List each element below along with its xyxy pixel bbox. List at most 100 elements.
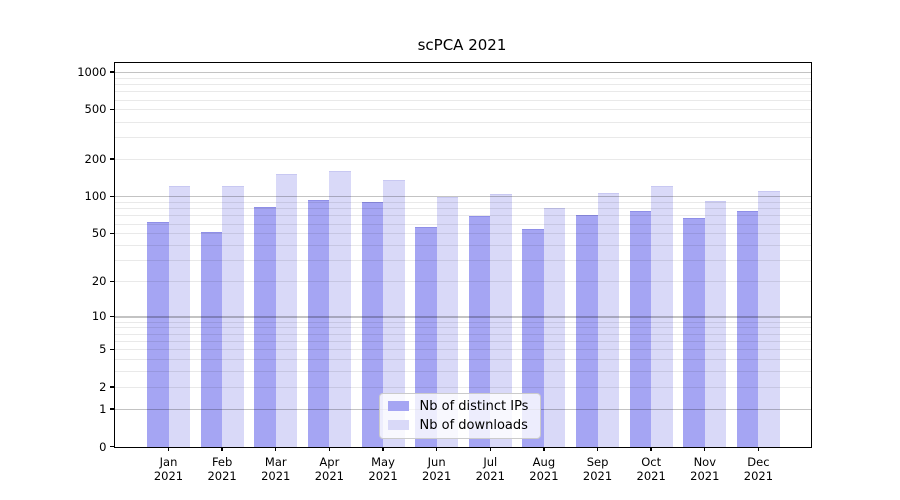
x-axis-tick	[328, 446, 331, 451]
gridline-minor	[114, 340, 811, 342]
gridline-minor	[114, 333, 811, 335]
x-axis-tick	[757, 446, 760, 451]
y-tick-label: 50	[91, 226, 107, 241]
x-axis-tick	[221, 446, 223, 451]
x-axis-tick	[382, 446, 384, 451]
bar-distinct-ips	[468, 215, 491, 447]
gridline-minor	[114, 77, 811, 79]
bar-downloads	[758, 190, 780, 447]
plot-area: 0 1 2 5 10 20 50 100 200 500 1000 Jan 2021 Feb 2021 Mar…	[77, 61, 812, 483]
gridline-minor	[114, 281, 811, 283]
bar-distinct-ips	[200, 232, 223, 447]
x-tick-label: May 2021	[368, 454, 398, 484]
bar-downloads	[275, 173, 298, 447]
x-tick-label: Jan 2021	[153, 454, 184, 484]
x-axis-tick	[596, 446, 599, 451]
gridline-minor	[114, 349, 811, 351]
legend: Nb of distinct IPs Nb of downloads	[378, 392, 542, 439]
gridline-minor	[114, 137, 811, 139]
axis-layer: 0 1 2 5 10 20 50 100 200 500 1000 Jan 2021 Feb 2021 Mar…	[77, 63, 811, 483]
gridline-minor	[114, 371, 811, 373]
y-axis-tick	[110, 315, 115, 318]
x-axis-tick	[704, 446, 706, 451]
legend-label-downloads: Nb of downloads	[419, 417, 528, 433]
y-axis-tick	[110, 348, 115, 351]
x-tick-label: Nov 2021	[690, 454, 720, 484]
y-tick-label: 20	[91, 274, 107, 289]
y-axis-tick	[110, 232, 115, 235]
y-tick-label: 1	[99, 401, 107, 416]
x-tick-label: Dec 2021	[743, 454, 774, 484]
y-axis-tick	[110, 108, 115, 111]
legend-label-distinct-ips: Nb of distinct IPs	[419, 398, 529, 414]
gridline-minor	[114, 91, 811, 93]
gridline-minor	[114, 215, 811, 217]
gridline-minor	[114, 233, 811, 235]
gridline-minor	[114, 84, 811, 85]
y-axis-tick	[110, 408, 115, 410]
gridline-major	[114, 71, 811, 74]
gridline-major	[114, 196, 811, 198]
gridline-minor	[114, 201, 811, 203]
y-tick-label: 100	[84, 189, 107, 204]
y-axis-tick	[110, 386, 115, 388]
y-tick-label: 500	[84, 102, 107, 117]
gridline-minor	[114, 327, 811, 329]
gridline-minor	[114, 99, 811, 101]
x-tick-label: Apr 2021	[314, 454, 345, 484]
x-tick-label: Feb 2021	[207, 454, 237, 484]
y-tick-label: 10	[91, 309, 107, 324]
gridline-minor	[114, 223, 811, 225]
bar-downloads	[168, 185, 190, 447]
gridline-minor	[114, 245, 811, 247]
y-tick-label: 0	[99, 439, 107, 454]
bar-distinct-ips	[307, 199, 330, 447]
y-axis-tick	[110, 195, 115, 197]
gridline-major	[114, 316, 811, 318]
x-axis-tick	[650, 446, 652, 451]
bar-downloads	[329, 170, 351, 447]
gridline-minor	[114, 359, 811, 361]
gridline-minor	[114, 321, 811, 323]
x-axis-tick	[275, 446, 277, 451]
bar-downloads	[597, 192, 620, 447]
bar-distinct-ips	[254, 206, 276, 447]
chart-title: scPCA 2021	[417, 36, 507, 54]
bar-downloads	[383, 179, 405, 447]
y-axis-tick	[110, 280, 115, 283]
x-tick-label: Jun 2021	[422, 454, 452, 484]
x-tick-label: Jul 2021	[475, 454, 505, 484]
y-tick-label: 2	[99, 379, 107, 394]
legend-item-distinct-ips: Nb of distinct IPs	[387, 398, 529, 414]
y-axis-tick	[110, 71, 115, 73]
bar-downloads	[222, 185, 244, 447]
x-axis-tick	[543, 446, 545, 451]
x-tick-label: Sep 2021	[582, 454, 613, 484]
y-tick-label: 200	[84, 151, 107, 166]
x-axis-tick	[167, 446, 170, 451]
y-axis-tick	[110, 158, 115, 160]
gridline-minor	[114, 109, 811, 111]
gridline-minor	[114, 260, 811, 262]
y-axis-tick	[110, 445, 115, 448]
gridline-minor	[114, 158, 811, 160]
x-axis-tick	[489, 446, 491, 451]
legend-swatch-distinct-ips-icon	[387, 401, 409, 411]
x-axis-tick	[435, 446, 438, 451]
bar-distinct-ips	[522, 229, 544, 447]
y-tick-label: 1000	[77, 64, 107, 79]
gridline-minor	[114, 208, 811, 210]
legend-item-downloads: Nb of downloads	[387, 417, 529, 433]
bar-downloads	[651, 185, 673, 447]
gridline-minor	[114, 386, 811, 388]
y-tick-label: 5	[99, 342, 107, 357]
bar-downloads	[704, 200, 727, 447]
gridline-minor	[114, 121, 811, 123]
x-tick-label: Oct 2021	[636, 454, 666, 484]
bar-downloads	[490, 193, 512, 447]
bars-layer	[115, 63, 811, 447]
x-tick-label: Aug 2021	[529, 454, 559, 484]
legend-swatch-downloads-icon	[387, 420, 409, 430]
x-tick-label: Mar 2021	[261, 454, 291, 484]
